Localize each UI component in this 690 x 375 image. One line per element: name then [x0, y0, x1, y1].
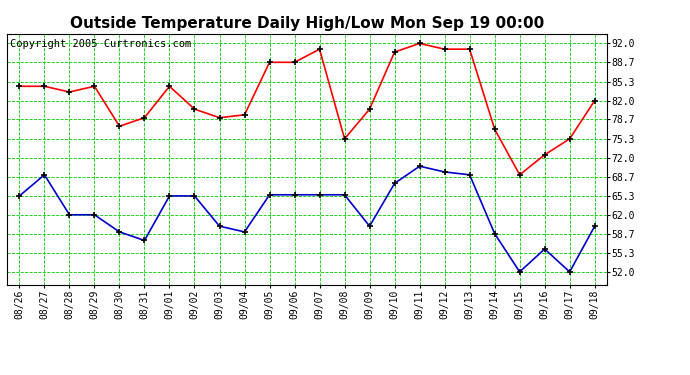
Text: Copyright 2005 Curtronics.com: Copyright 2005 Curtronics.com — [10, 39, 191, 49]
Title: Outside Temperature Daily High/Low Mon Sep 19 00:00: Outside Temperature Daily High/Low Mon S… — [70, 16, 544, 31]
